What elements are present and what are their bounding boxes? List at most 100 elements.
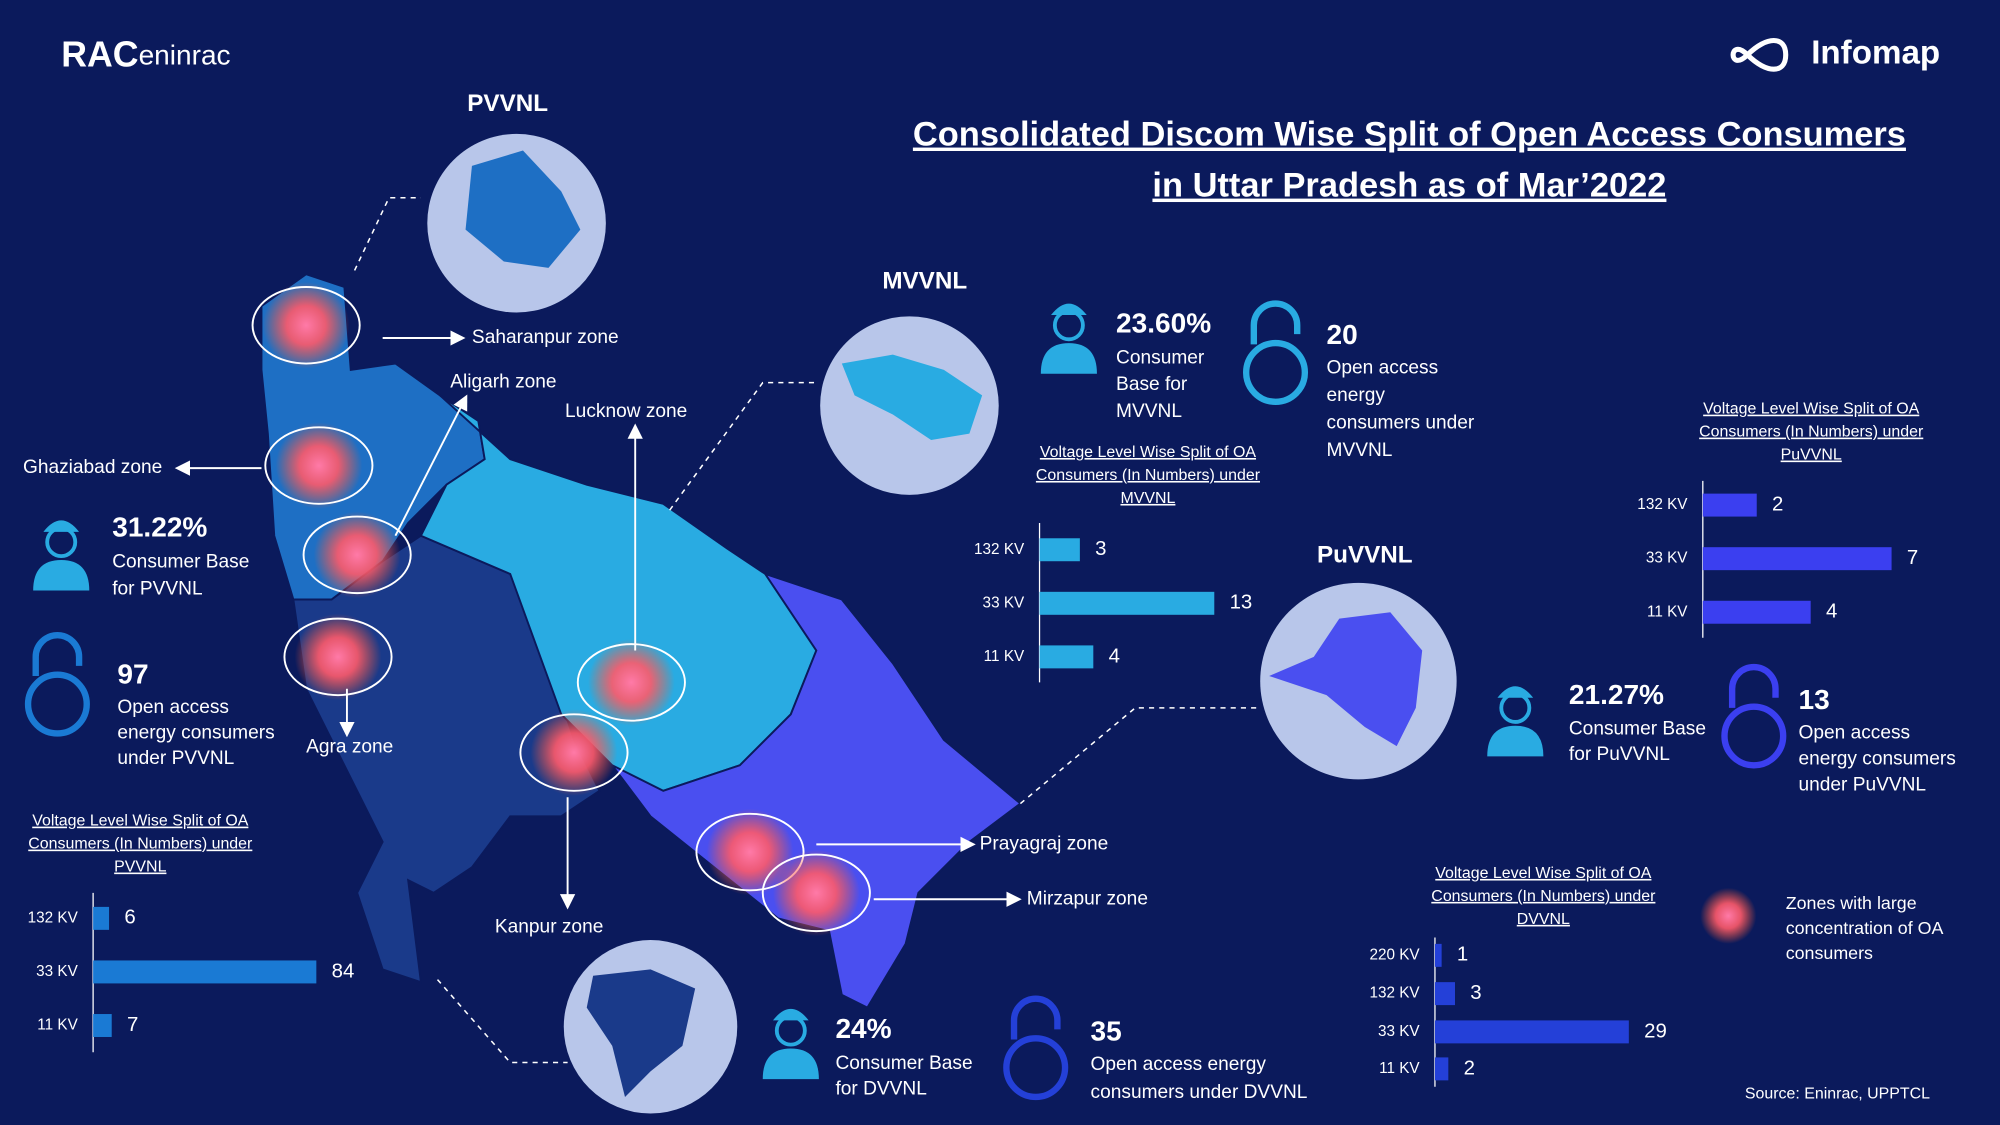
bar — [93, 906, 110, 930]
oa-label: energy consumers — [117, 722, 274, 743]
zone-glow — [275, 422, 363, 509]
chart-title: Consumers (In Numbers) under — [1431, 888, 1656, 905]
zone-label: Agra zone — [306, 736, 393, 757]
value-label: 1 — [1457, 944, 1468, 966]
worker-icon — [33, 559, 90, 591]
zone-ring — [302, 515, 412, 595]
share-label: Consumer — [1116, 347, 1205, 368]
zone-label: Lucknow zone — [565, 401, 687, 422]
bar — [1434, 943, 1442, 967]
oa-count: 97 — [117, 658, 148, 689]
source: Source: Eninrac, UPPTCL — [1745, 1086, 1930, 1103]
bar — [1039, 591, 1215, 615]
share-label: for PVVNL — [112, 578, 202, 599]
zone-glow — [772, 849, 860, 937]
chart-title: PuVVNL — [1781, 447, 1842, 464]
worker-icon — [43, 520, 80, 532]
zoom-circles — [353, 133, 1457, 1114]
worker-icon — [1040, 343, 1097, 374]
chart-title: Consumers (In Numbers) under — [1036, 467, 1261, 484]
value-label: 3 — [1470, 982, 1481, 1004]
zone-ring — [761, 853, 871, 933]
zone-label: Mirzapur zone — [1027, 888, 1148, 909]
main-title: Consolidated Discom Wise Split of Open A… — [913, 116, 1906, 154]
discom-name: PuVVNL — [1317, 542, 1413, 569]
lock-icon — [1250, 300, 1301, 345]
oa-label: consumers under — [1327, 413, 1475, 434]
oa-label: Open access — [1327, 358, 1439, 379]
zoom-shape — [465, 150, 581, 268]
bar — [1702, 600, 1811, 624]
consumer-share: 31.22% — [112, 512, 207, 543]
consumer-share: 24% — [835, 1013, 891, 1044]
category-label: 220 KV — [1369, 946, 1420, 963]
logo-name: eninrac — [139, 40, 231, 71]
chart-title: Voltage Level Wise Split of OA — [1435, 865, 1652, 882]
consumer-share: 21.27% — [1569, 679, 1664, 710]
worker-icon — [1497, 686, 1534, 698]
value-label: 6 — [124, 907, 135, 929]
chart-title: DVVNL — [1517, 911, 1570, 928]
zone-label: Aligarh zone — [450, 372, 556, 393]
share-label: for DVVNL — [835, 1078, 926, 1099]
oa-label: Open access — [1798, 722, 1910, 743]
share-label: Consumer Base — [112, 552, 249, 573]
lock-icon — [1003, 1035, 1069, 1101]
category-label: 33 KV — [1646, 550, 1688, 567]
zoom-shape — [586, 969, 696, 1097]
main-title: in Uttar Pradesh as of Mar’2022 — [1152, 167, 1666, 205]
lock-icon — [1728, 663, 1779, 708]
category-label: 132 KV — [974, 541, 1025, 558]
value-label: 4 — [1826, 601, 1837, 623]
oa-count: 35 — [1091, 1016, 1122, 1047]
category-label: 11 KV — [984, 648, 1025, 665]
bar — [1039, 645, 1094, 669]
value-label: 4 — [1109, 645, 1120, 667]
lock-icon — [1010, 995, 1061, 1040]
zone-ring — [576, 643, 686, 722]
category-label: 33 KV — [1378, 1023, 1420, 1040]
value-label: 13 — [1230, 592, 1253, 614]
value-label: 2 — [1464, 1057, 1475, 1079]
worker-icon — [772, 1008, 809, 1021]
category-label: 132 KV — [28, 909, 79, 926]
category-label: 33 KV — [36, 963, 78, 980]
oa-label: under PuVVNL — [1798, 775, 1926, 796]
chart-title: Consumers (In Numbers) under — [28, 836, 253, 853]
chart-title: Consumers (In Numbers) under — [1699, 424, 1924, 441]
zoom-shape — [1269, 612, 1423, 747]
consumer-share: 23.60% — [1116, 308, 1211, 339]
zone-glow — [294, 613, 382, 701]
logo-mark: RAC — [61, 35, 138, 75]
zone-label: Ghaziabad zone — [23, 457, 162, 478]
lock-icon — [24, 671, 90, 737]
bar — [93, 960, 317, 984]
zoom-shape — [841, 354, 983, 441]
zone-ring — [264, 426, 374, 505]
discom-name: MVVNL — [882, 267, 967, 294]
brand-icon — [1730, 38, 1789, 72]
connector — [669, 381, 817, 511]
worker-icon — [1051, 303, 1087, 316]
legend-text: consumers — [1786, 943, 1873, 963]
category-label: 11 KV — [37, 1017, 78, 1034]
worker-icon — [1487, 725, 1544, 757]
zone-glow — [706, 808, 794, 896]
bar — [93, 1014, 112, 1037]
share-label: MVVNL — [1116, 401, 1182, 422]
bar — [1434, 1020, 1629, 1044]
legend-text: Zones with large — [1786, 893, 1917, 913]
oa-label: Open access — [117, 697, 229, 718]
lock-icon — [1242, 339, 1309, 405]
value-label: 3 — [1095, 538, 1106, 560]
discom-name: PVVNL — [467, 90, 548, 117]
zone-label: Prayagraj zone — [980, 833, 1109, 854]
zone-ring — [251, 286, 361, 365]
category-label: 11 KV — [1647, 603, 1688, 620]
bar — [1039, 538, 1080, 562]
oa-label: MVVNL — [1327, 440, 1393, 461]
logo: RACeninrac — [61, 35, 230, 75]
zone-label: Saharanpur zone — [472, 327, 619, 348]
oa-label: Open access energy — [1091, 1054, 1267, 1075]
